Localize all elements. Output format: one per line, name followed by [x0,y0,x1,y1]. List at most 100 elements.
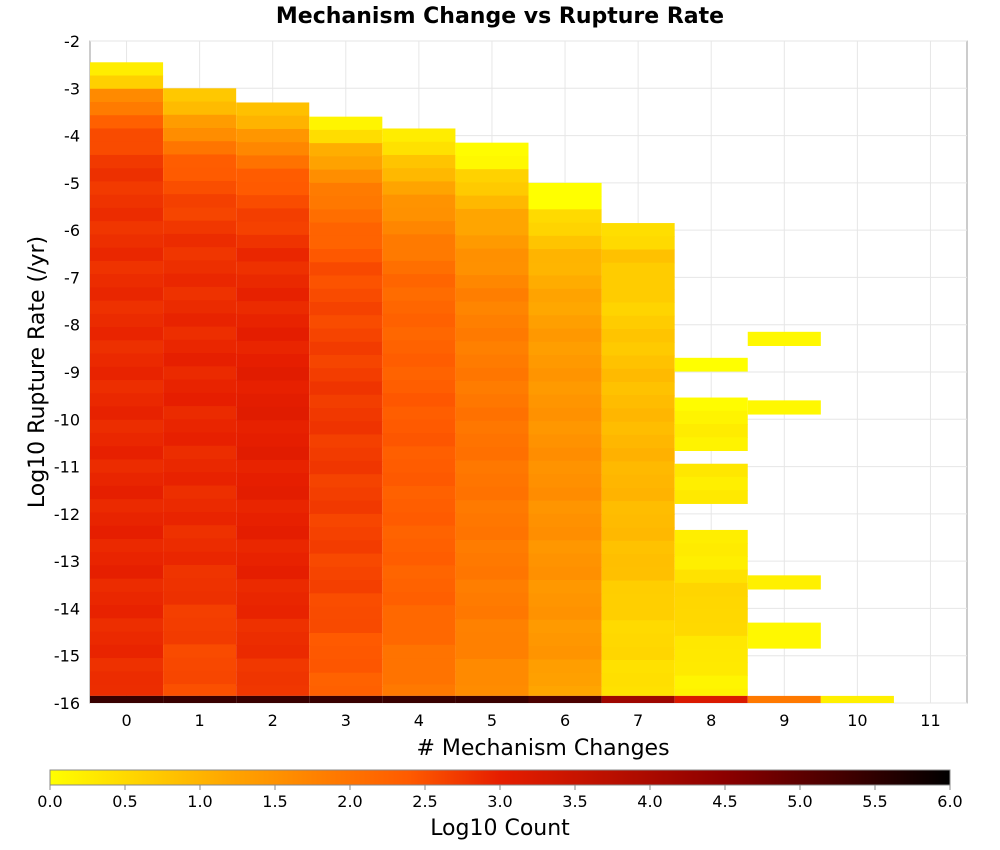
heatmap-cell [309,500,383,515]
heatmap-cell-bottom [382,695,456,703]
heatmap-cell [90,128,164,143]
heatmap-cell [163,128,237,142]
heatmap-cell [601,262,675,277]
heatmap-cell [382,605,456,619]
heatmap-cell [309,129,383,144]
heatmap-cell [90,194,164,209]
heatmap-cell [455,380,529,395]
heatmap-cell [90,671,164,686]
heatmap-cell [163,260,237,275]
heatmap-cell [236,128,310,143]
heatmap-cell [601,355,675,370]
heatmap-cell [455,182,529,197]
heatmap-cell [90,644,164,659]
heatmap-cell [236,354,310,368]
heatmap-cell [236,406,310,421]
heatmap-cell [601,646,675,661]
heatmap-cell-bottom [820,695,894,703]
heatmap-cell [455,261,529,276]
heatmap-cell [90,393,164,408]
heatmap-cell-bottom [309,695,383,703]
heatmap-cell [601,554,675,568]
heatmap-cell [236,314,310,329]
heatmap-cell [309,513,383,528]
heatmap-cell [455,606,529,620]
heatmap-cell [236,605,310,620]
heatmap-cell [236,367,310,382]
heatmap-cell [90,247,164,262]
heatmap-cell [601,315,675,330]
heatmap-cell [601,395,675,409]
heatmap-cell [528,593,602,608]
heatmap-cell [382,260,456,275]
heatmap-cell [601,620,675,634]
heatmap-cell [309,685,383,696]
heatmap-cell [528,672,602,687]
x-tick-label: 10 [847,711,867,730]
heatmap-cell [309,447,383,462]
heatmap-cell [309,421,383,435]
heatmap-cell [455,473,529,488]
heatmap-cell [236,168,310,183]
heatmap-cell [528,407,602,422]
heatmap-cell [455,169,529,183]
heatmap-cell [455,394,529,408]
heatmap-cell [382,446,456,460]
heatmap-cell [382,499,456,513]
heatmap-cell [455,195,529,210]
heatmap-cell [236,459,310,474]
heatmap-cell [90,234,164,249]
y-tick-label: -16 [54,694,80,713]
heatmap-cell [455,155,529,170]
heatmap-cell [163,339,237,354]
heatmap-cell [163,578,237,592]
x-tick-label: 3 [341,711,351,730]
heatmap-cell [528,513,602,528]
heatmap-cell [455,592,529,607]
heatmap-cell [90,75,164,90]
colorbar-tick-label: 4.5 [712,792,737,811]
heatmap-cell [309,328,383,343]
heatmap-cell [382,631,456,646]
heatmap-cell [601,514,675,529]
heatmap-cell [309,566,383,581]
heatmap-cell [382,485,456,500]
heatmap-cell [382,366,456,381]
heatmap-cell [309,593,383,608]
heatmap-cell [90,459,164,474]
heatmap-cell [90,366,164,381]
heatmap-cell [528,315,602,329]
heatmap-cell [236,155,310,170]
heatmap-cell [163,684,237,696]
heatmap-cell [90,101,164,116]
y-tick-label: -9 [64,363,80,382]
heatmap-cell [90,499,164,513]
x-tick-label: 1 [195,711,205,730]
heatmap-cell [236,658,310,673]
heatmap-cell [90,88,164,103]
heatmap-cell [236,499,310,514]
y-tick-label: -3 [64,79,80,98]
heatmap-cell [674,582,748,597]
heatmap-cell [601,342,675,356]
y-tick-label: -7 [64,268,80,287]
heatmap-cell [309,619,383,634]
heatmap-cell [309,381,383,396]
heatmap-cell [236,446,310,461]
heatmap-cell [236,102,310,117]
heatmap-cell [90,406,164,421]
heatmap-cell [90,340,164,355]
heatmap-cell [455,566,529,581]
colorbar [49,769,951,786]
heatmap-cell [601,408,675,423]
heatmap-cell [90,605,164,619]
heatmap-cell [236,115,310,130]
y-tick-label: -11 [54,458,80,477]
heatmap-cell [528,288,602,303]
heatmap-cell [236,274,310,289]
heatmap-cell [528,275,602,290]
heatmap-cell [163,247,237,261]
heatmap-cell [674,596,748,610]
heatmap-cell [601,381,675,396]
heatmap-cell [382,419,456,434]
